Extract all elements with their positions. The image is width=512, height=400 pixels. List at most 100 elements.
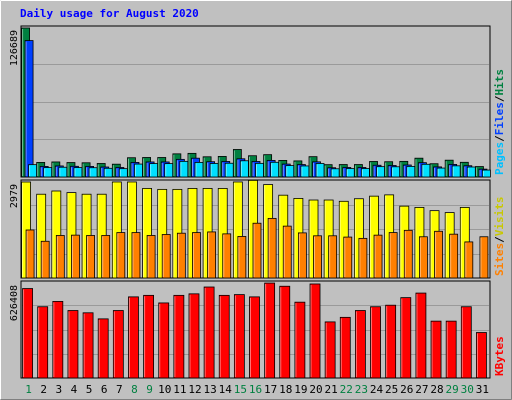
x-tick-label-day-23: 23 bbox=[355, 383, 368, 396]
bar-kbytes-day-29 bbox=[445, 320, 457, 379]
bar-pages-day-16 bbox=[255, 162, 264, 178]
bar-sites-day-16 bbox=[252, 222, 262, 279]
bar-pages-day-8 bbox=[134, 163, 143, 178]
bar-kbytes-day-26 bbox=[400, 297, 412, 379]
bar-pages-day-18 bbox=[285, 165, 295, 178]
x-tick-label-day-3: 3 bbox=[56, 383, 63, 396]
x-tick-label-day-5: 5 bbox=[86, 383, 93, 396]
x-tick-label-day-21: 21 bbox=[325, 383, 338, 396]
legend-files: Files bbox=[493, 102, 506, 135]
bar-kbytes-day-5 bbox=[82, 312, 94, 379]
x-tick-label-day-12: 12 bbox=[188, 383, 201, 396]
legend-kbytes: KBytes bbox=[493, 336, 506, 376]
bar-kbytes-day-21 bbox=[324, 321, 336, 379]
x-tick-label-day-9: 9 bbox=[146, 383, 153, 396]
legend-separator: / bbox=[493, 236, 506, 243]
bar-kbytes-day-30 bbox=[460, 306, 472, 379]
panel-kbytes-legend: KBytes bbox=[493, 336, 506, 376]
bar-sites-day-24 bbox=[373, 234, 383, 279]
x-tick-label-day-14: 14 bbox=[219, 383, 233, 396]
panel-sites-visits-max-label: 2979 bbox=[9, 184, 20, 208]
panel-pages-files-hits-max-label: 126689 bbox=[9, 30, 20, 66]
x-tick-label-day-25: 25 bbox=[385, 383, 398, 396]
bar-kbytes-day-10 bbox=[158, 302, 170, 379]
bar-sites-day-27 bbox=[419, 236, 428, 279]
bar-kbytes-day-13 bbox=[203, 286, 215, 379]
bar-sites-day-13 bbox=[207, 231, 217, 279]
bar-pages-day-14 bbox=[224, 162, 234, 178]
x-tick-label-day-29: 29 bbox=[446, 383, 459, 396]
bar-kbytes-day-20 bbox=[309, 283, 321, 379]
bar-sites-day-21 bbox=[328, 235, 338, 279]
bar-pages-day-27 bbox=[421, 163, 431, 178]
bar-kbytes-day-16 bbox=[249, 296, 260, 379]
bar-kbytes-day-2 bbox=[37, 306, 49, 379]
bar-pages-day-4 bbox=[73, 167, 83, 178]
bar-kbytes-day-31 bbox=[476, 332, 487, 379]
bar-pages-day-24 bbox=[376, 166, 385, 178]
bar-sites-day-8 bbox=[131, 232, 141, 279]
x-tick-label-day-10: 10 bbox=[158, 383, 171, 396]
bar-pages-day-28 bbox=[436, 167, 446, 178]
chart-title: Daily usage for August 2020 bbox=[20, 7, 199, 20]
bar-pages-day-1 bbox=[28, 164, 37, 178]
x-tick-label-day-13: 13 bbox=[203, 383, 216, 396]
bar-kbytes-day-28 bbox=[430, 320, 442, 379]
bar-kbytes-day-1 bbox=[22, 288, 33, 379]
bar-kbytes-day-6 bbox=[97, 318, 109, 379]
x-tick-label-day-22: 22 bbox=[340, 383, 353, 396]
bar-pages-day-25 bbox=[391, 166, 401, 178]
x-tick-label-day-4: 4 bbox=[71, 383, 78, 396]
bar-sites-day-12 bbox=[192, 232, 201, 279]
bar-sites-day-22 bbox=[343, 236, 353, 279]
bar-pages-day-9 bbox=[149, 163, 158, 178]
panel-pages-files-hits-legend: Pages/Files/Hits bbox=[493, 69, 506, 175]
bar-kbytes-day-19 bbox=[294, 301, 306, 379]
bar-pages-day-22 bbox=[345, 168, 355, 178]
x-tick-label-day-15: 15 bbox=[234, 383, 247, 396]
bar-pages-day-23 bbox=[361, 168, 370, 178]
bar-sites-day-9 bbox=[146, 235, 156, 279]
x-tick-label-day-24: 24 bbox=[370, 383, 384, 396]
x-tick-label-day-6: 6 bbox=[101, 383, 108, 396]
bar-kbytes-day-27 bbox=[415, 292, 427, 379]
bar-sites-day-26 bbox=[403, 229, 413, 279]
legend-visits: Visits bbox=[493, 197, 506, 237]
x-tick-label-day-18: 18 bbox=[279, 383, 292, 396]
bar-kbytes-day-8 bbox=[128, 296, 139, 379]
bar-sites-day-6 bbox=[101, 235, 111, 279]
bar-sites-day-7 bbox=[116, 232, 126, 279]
bar-sites-day-31 bbox=[479, 236, 489, 279]
legend-separator: / bbox=[493, 95, 506, 102]
bar-pages-day-7 bbox=[118, 168, 128, 178]
bar-kbytes-day-24 bbox=[370, 306, 381, 379]
bar-kbytes-day-11 bbox=[173, 294, 185, 379]
bar-pages-day-10 bbox=[164, 163, 174, 178]
x-tick-label-day-2: 2 bbox=[40, 383, 47, 396]
x-tick-label-day-7: 7 bbox=[116, 383, 123, 396]
bar-sites-day-23 bbox=[358, 237, 368, 279]
bar-sites-day-3 bbox=[55, 235, 65, 279]
bar-sites-day-30 bbox=[464, 241, 474, 279]
panel-kbytes-max-label: 626408 bbox=[9, 285, 20, 321]
bar-sites-day-2 bbox=[40, 240, 50, 279]
legend-sites: Sites bbox=[493, 243, 506, 276]
legend-hits: Hits bbox=[493, 69, 506, 96]
bar-kbytes-day-9 bbox=[143, 294, 154, 379]
x-tick-label-day-26: 26 bbox=[400, 383, 413, 396]
x-tick-label-day-16: 16 bbox=[249, 383, 262, 396]
x-tick-label-day-11: 11 bbox=[173, 383, 186, 396]
bar-sites-day-1 bbox=[25, 229, 35, 279]
bar-pages-day-19 bbox=[300, 165, 310, 178]
bar-pages-day-5 bbox=[88, 167, 98, 178]
panel-pages-files-hits-area bbox=[20, 25, 491, 178]
bar-sites-day-29 bbox=[449, 233, 459, 279]
bar-kbytes-day-4 bbox=[67, 310, 79, 379]
bar-sites-day-4 bbox=[71, 234, 80, 279]
x-tick-label-day-28: 28 bbox=[430, 383, 443, 396]
bar-kbytes-day-23 bbox=[355, 310, 366, 379]
legend-pages: Pages bbox=[493, 142, 506, 175]
bar-pages-day-29 bbox=[451, 165, 461, 178]
